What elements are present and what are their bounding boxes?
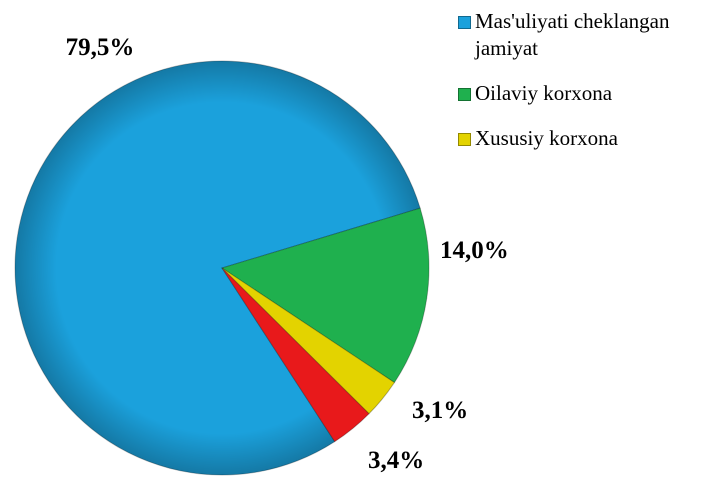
legend-item: Oilaviy korxona bbox=[458, 80, 728, 107]
legend-item: Mas'uliyati cheklangan jamiyat bbox=[458, 8, 728, 62]
pie-slice bbox=[221, 267, 396, 415]
pie-slice bbox=[220, 207, 430, 384]
data-label: 79,5% bbox=[66, 34, 135, 61]
pie-slice bbox=[221, 267, 370, 443]
data-label: 3,1% bbox=[412, 397, 468, 424]
data-label: 3,4% bbox=[368, 447, 424, 474]
legend-label: Mas'uliyati cheklangan jamiyat bbox=[475, 9, 670, 60]
legend-swatch bbox=[458, 88, 471, 101]
legend-label: Xususiy korxona bbox=[475, 126, 618, 150]
legend-item: Xususiy korxona bbox=[458, 125, 728, 152]
legend: Mas'uliyati cheklangan jamiyat Oilaviy ko… bbox=[458, 8, 728, 170]
legend-swatch bbox=[458, 133, 471, 146]
legend-swatch bbox=[458, 16, 471, 29]
legend-label: Oilaviy korxona bbox=[475, 81, 613, 105]
data-label: 14,0% bbox=[440, 237, 509, 264]
